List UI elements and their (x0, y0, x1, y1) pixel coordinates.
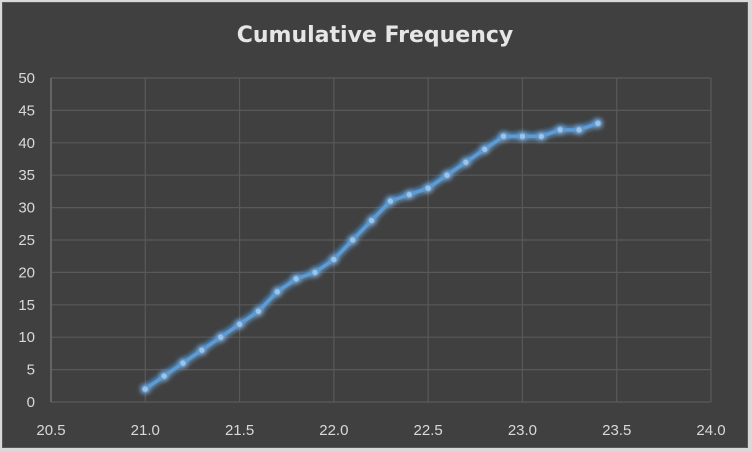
y-tick-label: 0 (27, 394, 35, 411)
data-point-marker (481, 145, 489, 153)
data-point-marker (198, 346, 206, 354)
y-tick-label: 35 (18, 167, 35, 184)
data-point-marker (235, 320, 244, 328)
y-axis: 0 5 10 15 20 25 30 35 40 45 50 (18, 70, 35, 411)
data-point-marker (179, 359, 187, 367)
data-point-marker (349, 236, 357, 244)
data-point-marker (141, 385, 149, 393)
y-tick-label: 45 (18, 102, 35, 119)
data-point-marker (424, 184, 432, 192)
data-point-marker (556, 126, 564, 134)
x-tick-label: 24.0 (696, 422, 725, 439)
data-series (141, 119, 602, 393)
data-point-marker (575, 126, 583, 134)
data-point-marker (217, 333, 225, 341)
x-tick-label: 23.0 (508, 422, 537, 439)
x-tick-label: 21.0 (131, 422, 160, 439)
data-point-marker (330, 255, 338, 264)
chart-container: Cumulative Frequency (2, 2, 748, 448)
data-point-marker (537, 132, 545, 141)
data-point-marker (499, 132, 508, 141)
y-tick-label: 5 (27, 362, 35, 379)
data-point-marker (462, 158, 470, 166)
data-point-marker (386, 197, 395, 205)
data-point-marker (594, 119, 602, 128)
data-point-marker (273, 288, 281, 296)
data-point-marker (311, 268, 319, 277)
gridlines (50, 77, 712, 403)
y-tick-label: 50 (18, 70, 35, 87)
y-tick-label: 25 (18, 232, 35, 249)
data-point-marker (160, 372, 168, 380)
y-tick-label: 10 (18, 329, 35, 346)
series-line (141, 119, 602, 393)
data-point-marker (518, 132, 527, 141)
y-tick-label: 15 (18, 297, 35, 314)
x-tick-label: 21.5 (225, 422, 254, 439)
x-tick-label: 23.5 (602, 422, 631, 439)
data-point-marker (292, 275, 300, 283)
data-point-marker (443, 171, 451, 179)
data-point-marker (254, 307, 263, 315)
y-tick-label: 40 (18, 135, 35, 152)
x-tick-label: 22.5 (414, 422, 443, 439)
y-tick-label: 30 (18, 200, 35, 217)
y-tick-label: 20 (18, 264, 35, 281)
x-tick-label: 22.0 (319, 422, 348, 439)
chart-title: Cumulative Frequency (236, 23, 514, 48)
x-tick-label: 20.5 (36, 422, 65, 439)
data-point-marker (367, 216, 376, 225)
data-point-marker (405, 190, 413, 199)
x-axis: 20.5 21.0 21.5 22.0 22.5 23.0 23.5 24.0 (36, 422, 725, 439)
